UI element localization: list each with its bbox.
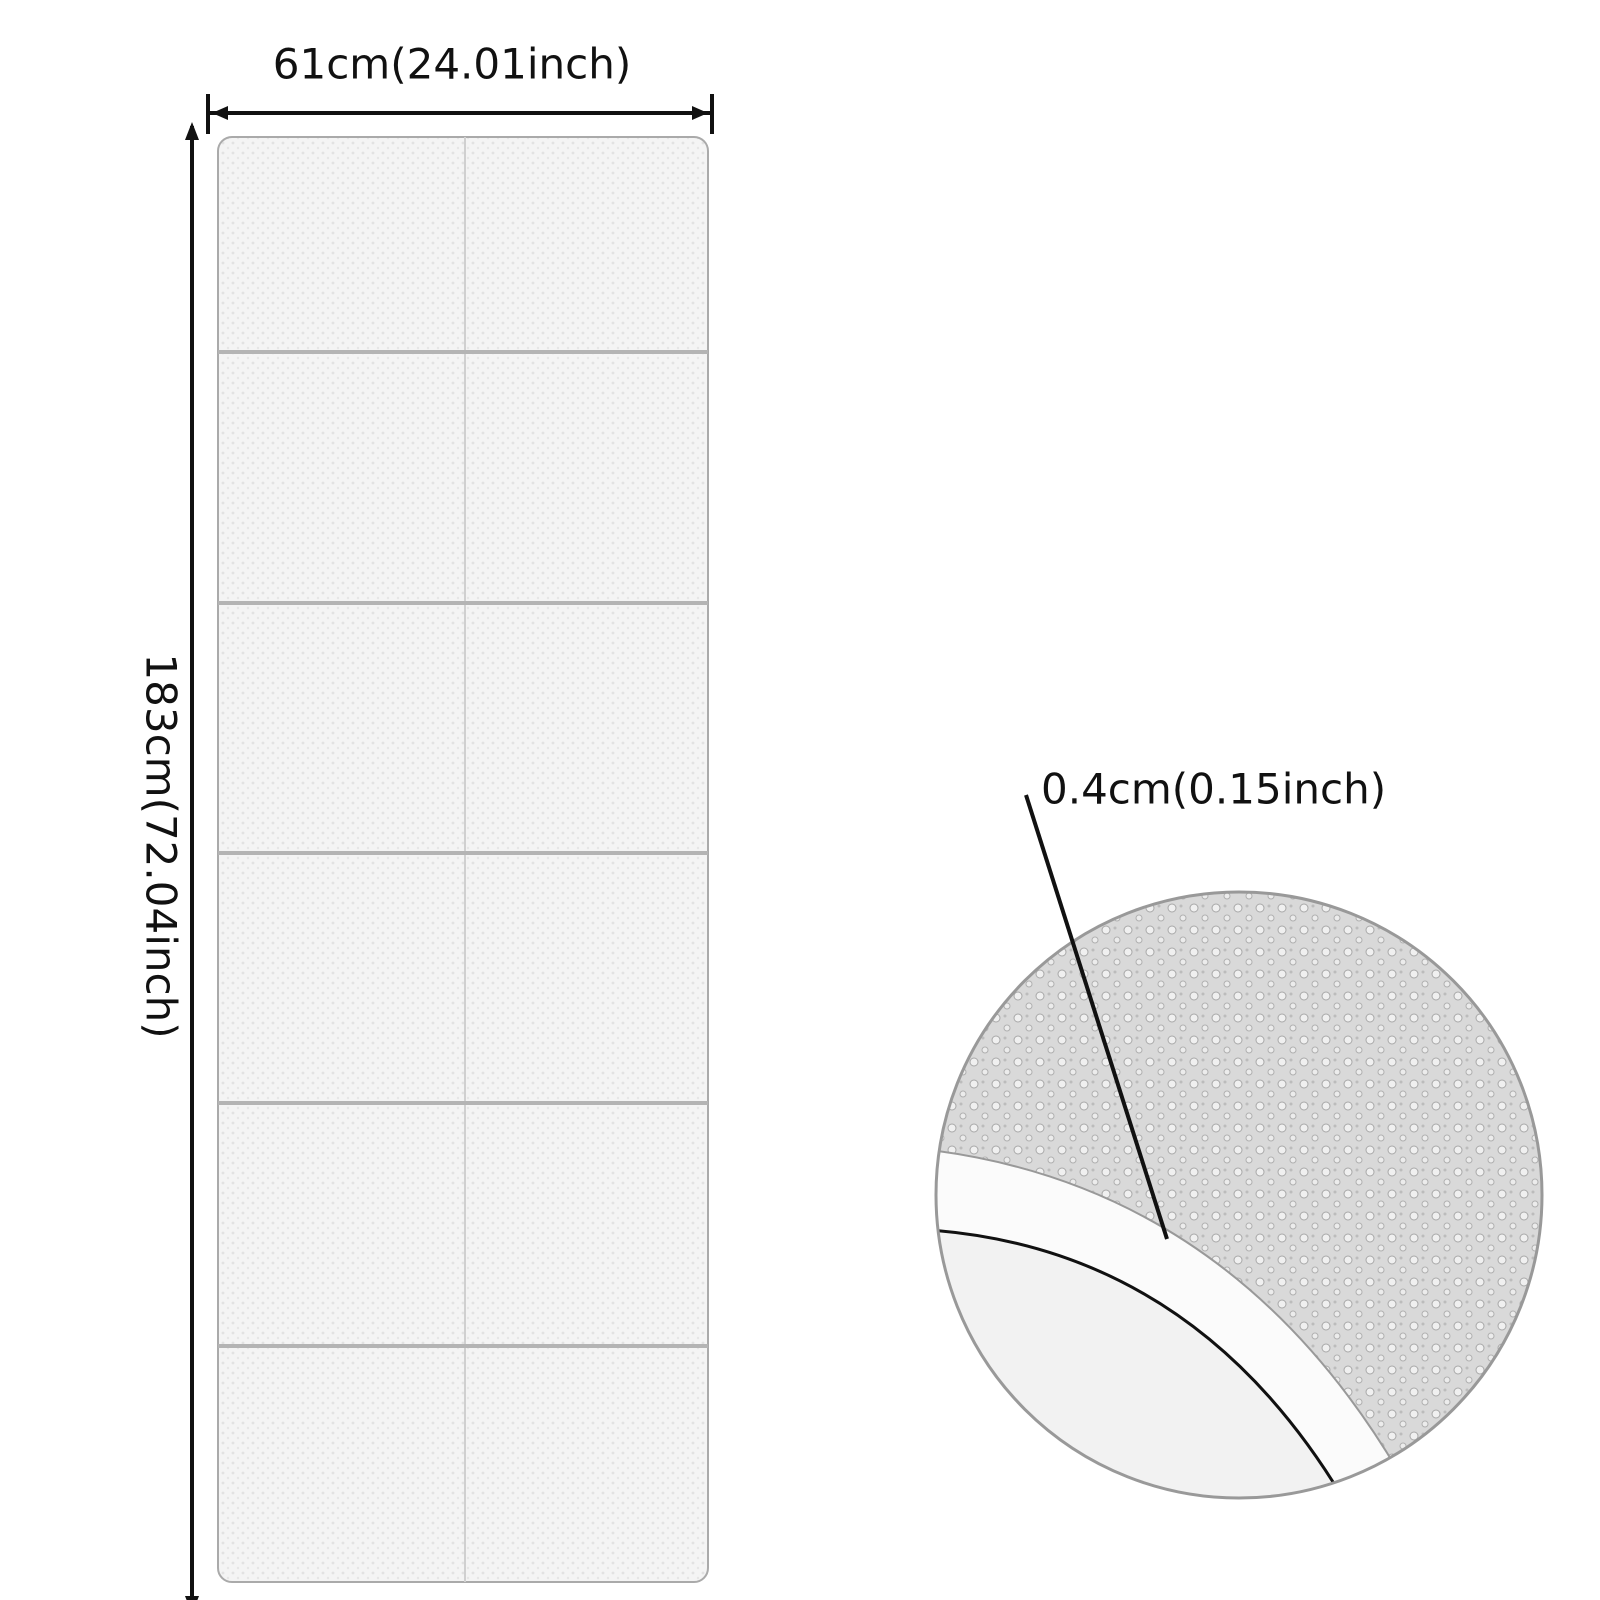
thickness-label: 0.4cm(0.15inch) bbox=[1041, 765, 1386, 814]
leader-line bbox=[1024, 794, 1169, 1240]
width-label: 61cm(24.01inch) bbox=[273, 40, 631, 89]
thickness-detail bbox=[934, 890, 1544, 1500]
mat bbox=[217, 136, 709, 1583]
length-arrow bbox=[185, 122, 199, 1600]
length-label: 183cm(72.04inch) bbox=[137, 653, 186, 1038]
width-arrow bbox=[206, 94, 714, 134]
